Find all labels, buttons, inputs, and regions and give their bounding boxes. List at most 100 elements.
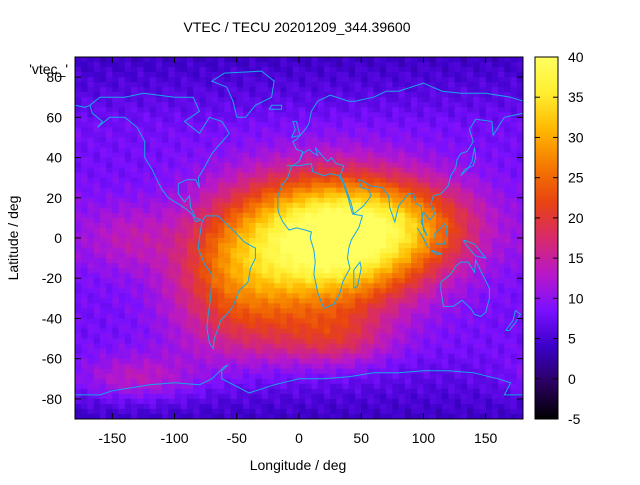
heatmap-cell	[417, 343, 424, 350]
heatmap-cell	[236, 62, 244, 68]
heatmap-cell	[498, 393, 505, 400]
heatmap-cell	[112, 57, 119, 63]
heatmap-cell	[261, 258, 269, 264]
heatmap-cell	[118, 303, 126, 309]
heatmap-cell	[367, 207, 375, 214]
heatmap-cell	[124, 157, 132, 163]
heatmap-cell	[87, 97, 95, 103]
heatmap-cell	[155, 343, 163, 350]
heatmap-cell	[435, 157, 443, 163]
heatmap-cell	[442, 92, 449, 98]
heatmap-cell	[137, 107, 144, 113]
heatmap-cell	[454, 227, 462, 234]
heatmap-cell	[398, 72, 406, 78]
heatmap-cell	[224, 313, 231, 319]
heatmap-cell	[137, 137, 144, 143]
heatmap-cell	[193, 212, 200, 219]
heatmap-cell	[342, 107, 350, 113]
heatmap-cell	[236, 373, 244, 380]
heatmap-cell	[454, 373, 462, 380]
heatmap-cell	[485, 182, 493, 189]
heatmap-cell	[386, 102, 393, 108]
heatmap-cell	[392, 97, 399, 103]
heatmap-cell	[99, 122, 107, 128]
heatmap-cell	[491, 378, 499, 385]
heatmap-cell	[392, 268, 399, 274]
heatmap-cell	[442, 253, 449, 259]
heatmap-cell	[317, 313, 325, 319]
heatmap-cell	[187, 253, 194, 259]
heatmap-cell	[211, 253, 219, 259]
heatmap-cell	[442, 77, 449, 83]
heatmap-cell	[448, 107, 455, 113]
heatmap-cell	[479, 62, 487, 68]
heatmap-cell	[267, 177, 275, 184]
heatmap-cell	[510, 97, 518, 103]
heatmap-cell	[106, 97, 113, 103]
heatmap-cell	[404, 122, 412, 128]
heatmap-cell	[516, 122, 524, 128]
heatmap-cell	[162, 368, 169, 375]
heatmap-cell	[467, 378, 474, 385]
heatmap-cell	[149, 343, 157, 350]
heatmap-cell	[193, 393, 200, 400]
heatmap-cell	[379, 127, 387, 133]
heatmap-cell	[87, 313, 95, 319]
heatmap-cell	[367, 378, 375, 385]
heatmap-cell	[255, 318, 263, 324]
heatmap-cell	[404, 358, 412, 365]
heatmap-cell	[193, 328, 200, 334]
heatmap-cell	[112, 283, 119, 289]
heatmap-cell	[106, 222, 113, 229]
heatmap-cell	[299, 268, 306, 274]
heatmap-cell	[467, 157, 474, 163]
heatmap-cell	[249, 187, 256, 194]
heatmap-cell	[491, 358, 499, 365]
heatmap-cell	[218, 62, 225, 68]
heatmap-cell	[249, 238, 256, 244]
heatmap-cell	[174, 363, 182, 370]
heatmap-cell	[367, 373, 375, 380]
heatmap-cell	[87, 238, 95, 244]
heatmap-cell	[485, 177, 493, 184]
heatmap-cell	[367, 313, 375, 319]
heatmap-cell	[355, 273, 362, 279]
heatmap-cell	[224, 288, 231, 294]
heatmap-cell	[510, 378, 518, 385]
heatmap-cell	[224, 202, 231, 209]
heatmap-cell	[143, 253, 151, 259]
heatmap-cell	[174, 152, 182, 158]
heatmap-cell	[330, 278, 337, 284]
heatmap-cell	[504, 212, 511, 219]
heatmap-cell	[392, 368, 399, 375]
heatmap-cell	[261, 112, 269, 118]
heatmap-cell	[330, 197, 337, 204]
heatmap-cell	[87, 363, 95, 370]
heatmap-cell	[367, 363, 375, 370]
heatmap-cell	[479, 202, 487, 209]
heatmap-cell	[118, 238, 126, 244]
heatmap-cell	[280, 243, 287, 249]
heatmap-cell	[479, 232, 487, 239]
heatmap-cell	[168, 368, 175, 375]
heatmap-cell	[367, 137, 375, 143]
heatmap-cell	[330, 323, 337, 329]
heatmap-cell	[193, 167, 200, 174]
heatmap-cell	[404, 87, 412, 93]
heatmap-cell	[516, 333, 524, 339]
heatmap-cell	[467, 187, 474, 194]
heatmap-cell	[143, 87, 151, 93]
heatmap-cell	[348, 263, 356, 269]
heatmap-cell	[479, 122, 487, 128]
heatmap-cell	[479, 72, 487, 78]
heatmap-cell	[516, 303, 524, 309]
heatmap-cell	[267, 248, 275, 254]
heatmap-cell	[168, 333, 175, 339]
heatmap-cell	[124, 398, 132, 405]
heatmap-cell	[442, 57, 449, 63]
heatmap-cell	[118, 273, 126, 279]
heatmap-cell	[143, 313, 151, 319]
heatmap-cell	[243, 283, 250, 289]
heatmap-cell	[224, 147, 231, 153]
heatmap-cell	[292, 87, 300, 93]
